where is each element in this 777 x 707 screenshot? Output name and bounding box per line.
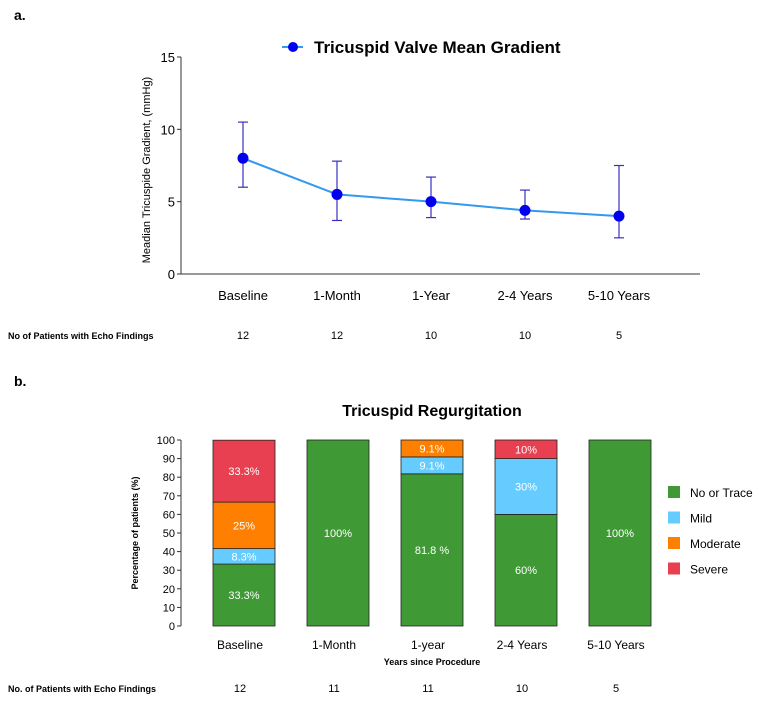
- legend-label: Mild: [690, 512, 712, 526]
- patient-count-b: 11: [328, 683, 339, 695]
- x-tick-label-a: Baseline: [218, 288, 268, 303]
- bar-label: 9.1%: [419, 443, 444, 455]
- patient-count-a: 12: [331, 330, 343, 342]
- patients-label-a: No of Patients with Echo Findings: [8, 331, 154, 341]
- x-tick-label-a: 2-4 Years: [498, 288, 553, 303]
- legend-swatch: [668, 511, 680, 524]
- bar-label: 9.1%: [419, 460, 444, 472]
- y-tick-label-a: 0: [168, 267, 175, 282]
- patient-count-b: 5: [613, 683, 619, 695]
- chart-title-b: Tricuspid Regurgitation: [342, 403, 522, 420]
- bar-segment: [400, 439, 464, 458]
- y-axis-title-b: Percentage of patients (%): [130, 476, 140, 589]
- x-tick-label-b: Baseline: [217, 638, 263, 652]
- patient-count-a: 5: [616, 330, 622, 342]
- bar-segment: [212, 439, 276, 503]
- patients-label-b: No. of Patients with Echo Findings: [8, 684, 156, 694]
- x-tick-label-b: 1-Month: [312, 638, 356, 652]
- y-tick-label-b: 30: [163, 565, 175, 577]
- bar-label: 100%: [606, 528, 634, 540]
- x-tick-label-b: 5-10 Years: [587, 638, 644, 652]
- patient-count-a: 10: [425, 330, 437, 342]
- x-tick-label-a: 1-Year: [412, 288, 450, 303]
- chart-title-a: Tricuspid Valve Mean Gradient: [314, 38, 561, 57]
- legend-label: Moderate: [690, 537, 741, 551]
- x-tick-label-a: 5-10 Years: [588, 288, 651, 303]
- patient-count-b: 11: [422, 683, 433, 695]
- panel-label-a: a.: [14, 7, 26, 23]
- legend-marker: [288, 42, 298, 52]
- y-tick-label-a: 15: [161, 50, 175, 65]
- bar-segment: [212, 501, 276, 550]
- panel-label-b: b.: [14, 373, 26, 389]
- bar-label: 81.8 %: [415, 545, 449, 557]
- y-tick-label-b: 50: [163, 528, 175, 540]
- bar-segment: [588, 439, 652, 627]
- patient-count-a: 10: [519, 330, 531, 342]
- y-tick-label-b: 80: [163, 472, 175, 484]
- patient-count-b: 10: [516, 683, 528, 695]
- bar-segment: [306, 439, 370, 627]
- data-point: [331, 188, 343, 200]
- bar-segment: [494, 439, 558, 460]
- y-tick-label-a: 10: [161, 122, 175, 137]
- bar-label: 60%: [515, 565, 537, 577]
- y-tick-label-b: 100: [157, 435, 175, 447]
- bar-label: 10%: [515, 444, 537, 456]
- bar-label: 33.3%: [228, 466, 259, 478]
- legend-label: No or Trace: [690, 486, 753, 500]
- data-point: [237, 152, 249, 164]
- x-axis-title-b: Years since Procedure: [384, 657, 481, 667]
- legend-swatch: [668, 537, 680, 549]
- bar-label: 25%: [233, 520, 255, 532]
- y-tick-label-b: 40: [163, 547, 175, 559]
- y-tick-label-b: 0: [169, 621, 175, 633]
- bar-segment: [400, 473, 464, 627]
- y-tick-label-b: 20: [163, 584, 175, 596]
- x-tick-label-b: 2-4 Years: [497, 638, 548, 652]
- data-point: [425, 196, 437, 208]
- y-tick-label-a: 5: [168, 195, 175, 210]
- x-tick-label-a: 1-Month: [313, 288, 361, 303]
- legend-swatch: [668, 562, 680, 575]
- bar-label: 8.3%: [231, 551, 256, 563]
- bar-label: 33.3%: [228, 590, 259, 602]
- y-tick-label-b: 70: [163, 491, 175, 503]
- legend-swatch: [668, 486, 680, 498]
- bar-label: 100%: [324, 528, 352, 540]
- bar-segment: [494, 514, 558, 627]
- patient-count-a: 12: [237, 330, 249, 342]
- patient-count-b: 12: [234, 683, 246, 695]
- bar-label: 30%: [515, 482, 537, 494]
- y-tick-label-b: 10: [163, 602, 175, 614]
- x-tick-label-b: 1-year: [411, 638, 445, 652]
- bar-segment: [494, 458, 558, 515]
- data-point: [519, 204, 531, 216]
- y-axis-title-a: Meadian Tricuspide Gradient, (mmHg): [141, 77, 153, 263]
- data-point: [613, 210, 625, 222]
- legend-label: Severe: [690, 563, 728, 577]
- y-tick-label-b: 90: [163, 454, 175, 466]
- y-tick-label-b: 60: [163, 509, 175, 521]
